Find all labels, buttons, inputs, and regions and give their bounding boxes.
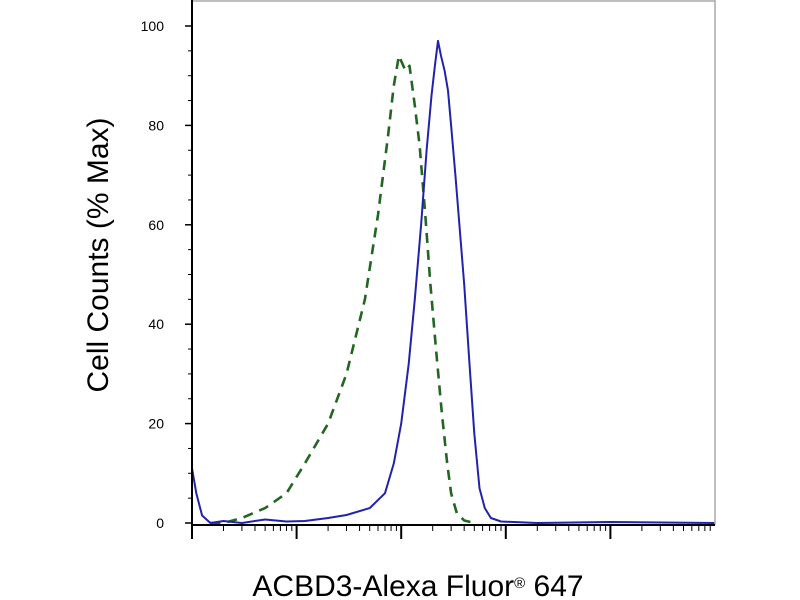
y-tick-label-100: 100 bbox=[141, 18, 165, 34]
x-axis-title-main: ACBD3-Alexa Fluor bbox=[252, 570, 514, 600]
series-line-0-solid bbox=[191, 39, 716, 524]
y-tick-label-20: 20 bbox=[148, 416, 164, 432]
y-tick-label-60: 60 bbox=[148, 217, 164, 233]
x-axis-title-mark: ® bbox=[514, 575, 525, 592]
axes-layer: 0 20 40 60 80 100 bbox=[141, 0, 716, 539]
series-line-1-dashed bbox=[210, 54, 475, 525]
x-axis-title: ACBD3-Alexa Fluor® 647 bbox=[252, 570, 583, 600]
y-tick-label-0: 0 bbox=[156, 515, 164, 531]
y-tick-label-80: 80 bbox=[148, 117, 164, 133]
y-tick-label-40: 40 bbox=[148, 316, 164, 332]
plot-background bbox=[192, 0, 715, 525]
x-axis-title-suffix: 647 bbox=[525, 570, 583, 600]
y-axis-title: Cell Counts (% Max) bbox=[82, 117, 115, 392]
series-layer bbox=[191, 39, 716, 525]
